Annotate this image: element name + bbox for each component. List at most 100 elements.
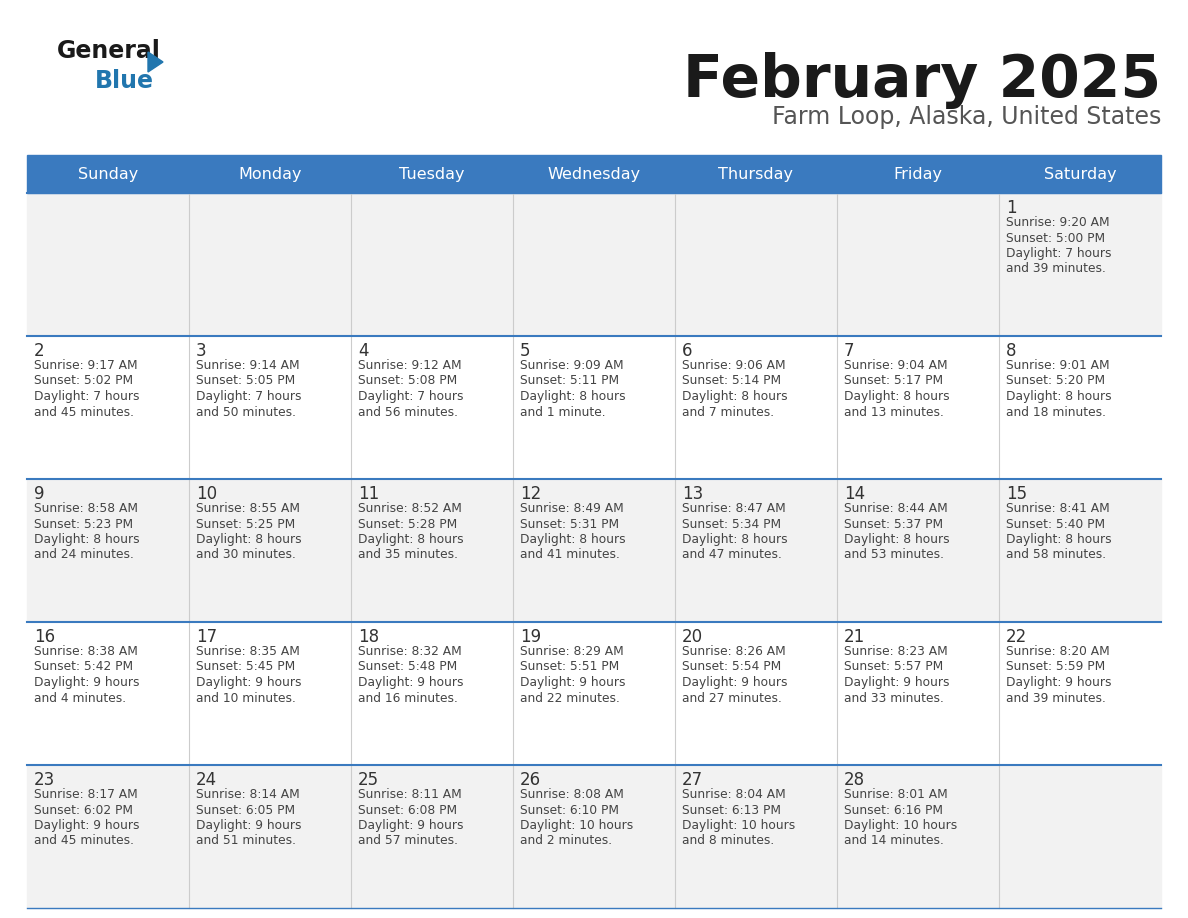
- Text: Sunset: 5:11 PM: Sunset: 5:11 PM: [520, 375, 619, 387]
- Text: Sunrise: 9:17 AM: Sunrise: 9:17 AM: [34, 359, 138, 372]
- Text: Friday: Friday: [893, 166, 942, 182]
- Text: Thursday: Thursday: [719, 166, 794, 182]
- Text: Daylight: 8 hours: Daylight: 8 hours: [358, 533, 463, 546]
- Text: 25: 25: [358, 771, 379, 789]
- Text: and 27 minutes.: and 27 minutes.: [682, 691, 782, 704]
- Text: Daylight: 8 hours: Daylight: 8 hours: [34, 533, 140, 546]
- Text: Monday: Monday: [239, 166, 302, 182]
- Text: 10: 10: [196, 485, 217, 503]
- Text: Daylight: 10 hours: Daylight: 10 hours: [520, 819, 633, 832]
- Text: Sunset: 6:02 PM: Sunset: 6:02 PM: [34, 803, 133, 816]
- Text: Sunset: 5:23 PM: Sunset: 5:23 PM: [34, 518, 133, 531]
- Text: Sunrise: 8:41 AM: Sunrise: 8:41 AM: [1006, 502, 1110, 515]
- Text: Sunset: 5:02 PM: Sunset: 5:02 PM: [34, 375, 133, 387]
- Text: Daylight: 8 hours: Daylight: 8 hours: [1006, 390, 1112, 403]
- Text: 15: 15: [1006, 485, 1028, 503]
- Text: Sunset: 6:13 PM: Sunset: 6:13 PM: [682, 803, 781, 816]
- Text: Sunrise: 8:11 AM: Sunrise: 8:11 AM: [358, 788, 462, 801]
- Bar: [27, 193, 1161, 336]
- Text: Sunrise: 8:35 AM: Sunrise: 8:35 AM: [196, 645, 299, 658]
- Text: Sunset: 5:14 PM: Sunset: 5:14 PM: [682, 375, 782, 387]
- Text: and 39 minutes.: and 39 minutes.: [1006, 691, 1106, 704]
- Text: and 13 minutes.: and 13 minutes.: [843, 406, 944, 419]
- Text: Sunrise: 9:12 AM: Sunrise: 9:12 AM: [358, 359, 462, 372]
- Polygon shape: [148, 52, 163, 72]
- Text: Sunrise: 8:01 AM: Sunrise: 8:01 AM: [843, 788, 948, 801]
- Text: Daylight: 9 hours: Daylight: 9 hours: [358, 676, 463, 689]
- Text: Sunset: 5:57 PM: Sunset: 5:57 PM: [843, 660, 943, 674]
- Text: Sunrise: 9:06 AM: Sunrise: 9:06 AM: [682, 359, 785, 372]
- Text: and 24 minutes.: and 24 minutes.: [34, 548, 134, 562]
- Text: and 39 minutes.: and 39 minutes.: [1006, 263, 1106, 275]
- Text: 21: 21: [843, 628, 865, 646]
- Text: Farm Loop, Alaska, United States: Farm Loop, Alaska, United States: [772, 105, 1161, 129]
- Text: February 2025: February 2025: [683, 52, 1161, 109]
- Text: 14: 14: [843, 485, 865, 503]
- Text: 11: 11: [358, 485, 379, 503]
- Bar: [27, 155, 1161, 193]
- Text: Sunrise: 8:52 AM: Sunrise: 8:52 AM: [358, 502, 462, 515]
- Text: 20: 20: [682, 628, 703, 646]
- Text: Sunrise: 8:55 AM: Sunrise: 8:55 AM: [196, 502, 301, 515]
- Text: and 57 minutes.: and 57 minutes.: [358, 834, 459, 847]
- Text: Wednesday: Wednesday: [548, 166, 640, 182]
- Text: 22: 22: [1006, 628, 1028, 646]
- Text: 26: 26: [520, 771, 541, 789]
- Text: and 4 minutes.: and 4 minutes.: [34, 691, 126, 704]
- Text: Daylight: 9 hours: Daylight: 9 hours: [196, 819, 302, 832]
- Text: Daylight: 8 hours: Daylight: 8 hours: [1006, 533, 1112, 546]
- Text: 24: 24: [196, 771, 217, 789]
- Text: 7: 7: [843, 342, 854, 360]
- Text: Sunset: 6:10 PM: Sunset: 6:10 PM: [520, 803, 619, 816]
- Text: Sunset: 6:08 PM: Sunset: 6:08 PM: [358, 803, 457, 816]
- Text: 12: 12: [520, 485, 542, 503]
- Text: 5: 5: [520, 342, 531, 360]
- Text: Sunrise: 8:58 AM: Sunrise: 8:58 AM: [34, 502, 138, 515]
- Bar: [27, 622, 1161, 765]
- Text: 28: 28: [843, 771, 865, 789]
- Text: 18: 18: [358, 628, 379, 646]
- Text: Sunset: 5:45 PM: Sunset: 5:45 PM: [196, 660, 296, 674]
- Text: 17: 17: [196, 628, 217, 646]
- Text: and 7 minutes.: and 7 minutes.: [682, 406, 775, 419]
- Text: Daylight: 8 hours: Daylight: 8 hours: [843, 390, 949, 403]
- Bar: [27, 765, 1161, 908]
- Text: Sunrise: 8:38 AM: Sunrise: 8:38 AM: [34, 645, 138, 658]
- Text: Sunrise: 8:23 AM: Sunrise: 8:23 AM: [843, 645, 948, 658]
- Text: 2: 2: [34, 342, 45, 360]
- Text: Sunrise: 8:49 AM: Sunrise: 8:49 AM: [520, 502, 624, 515]
- Text: and 45 minutes.: and 45 minutes.: [34, 406, 134, 419]
- Text: 9: 9: [34, 485, 44, 503]
- Text: and 35 minutes.: and 35 minutes.: [358, 548, 459, 562]
- Text: Sunrise: 9:14 AM: Sunrise: 9:14 AM: [196, 359, 299, 372]
- Text: Sunset: 5:17 PM: Sunset: 5:17 PM: [843, 375, 943, 387]
- Text: Daylight: 8 hours: Daylight: 8 hours: [682, 390, 788, 403]
- Text: Sunset: 5:08 PM: Sunset: 5:08 PM: [358, 375, 457, 387]
- Text: and 50 minutes.: and 50 minutes.: [196, 406, 296, 419]
- Text: and 2 minutes.: and 2 minutes.: [520, 834, 612, 847]
- Text: Blue: Blue: [95, 69, 154, 93]
- Text: Daylight: 7 hours: Daylight: 7 hours: [358, 390, 463, 403]
- Text: Sunset: 5:48 PM: Sunset: 5:48 PM: [358, 660, 457, 674]
- Text: Daylight: 9 hours: Daylight: 9 hours: [682, 676, 788, 689]
- Text: Daylight: 9 hours: Daylight: 9 hours: [843, 676, 949, 689]
- Text: Sunrise: 8:47 AM: Sunrise: 8:47 AM: [682, 502, 785, 515]
- Text: 19: 19: [520, 628, 541, 646]
- Text: and 51 minutes.: and 51 minutes.: [196, 834, 296, 847]
- Text: and 53 minutes.: and 53 minutes.: [843, 548, 944, 562]
- Text: Daylight: 8 hours: Daylight: 8 hours: [682, 533, 788, 546]
- Text: Daylight: 8 hours: Daylight: 8 hours: [520, 390, 626, 403]
- Text: 23: 23: [34, 771, 56, 789]
- Text: 27: 27: [682, 771, 703, 789]
- Text: Sunset: 5:42 PM: Sunset: 5:42 PM: [34, 660, 133, 674]
- Text: and 58 minutes.: and 58 minutes.: [1006, 548, 1106, 562]
- Text: Sunrise: 9:09 AM: Sunrise: 9:09 AM: [520, 359, 624, 372]
- Text: Daylight: 7 hours: Daylight: 7 hours: [34, 390, 139, 403]
- Text: 6: 6: [682, 342, 693, 360]
- Text: Saturday: Saturday: [1044, 166, 1117, 182]
- Text: Sunset: 5:00 PM: Sunset: 5:00 PM: [1006, 231, 1105, 244]
- Text: Sunset: 5:31 PM: Sunset: 5:31 PM: [520, 518, 619, 531]
- Text: 4: 4: [358, 342, 368, 360]
- Text: 1: 1: [1006, 199, 1017, 217]
- Text: Sunset: 5:37 PM: Sunset: 5:37 PM: [843, 518, 943, 531]
